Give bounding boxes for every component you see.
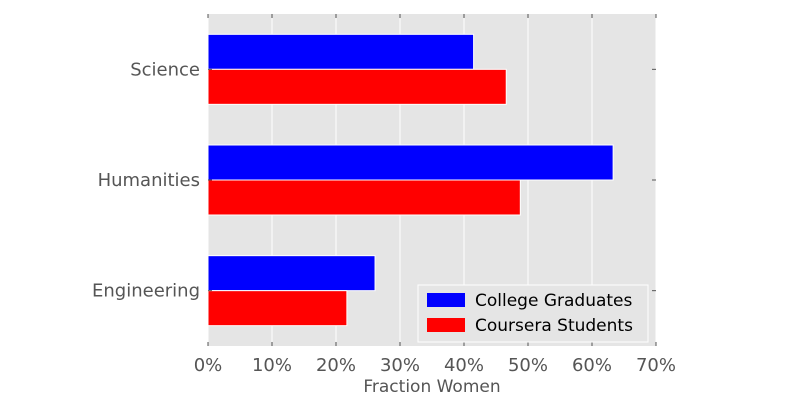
x-tick-label: 30% [380,355,420,376]
x-axis-title: Fraction Women [363,377,500,397]
legend-swatch [427,293,465,307]
legend-label: College Graduates [475,291,633,311]
legend-swatch [427,318,465,332]
x-tick-label: 60% [572,355,612,376]
legend: College Graduates Coursera Students [417,284,649,343]
x-tick-label: 0% [194,355,223,376]
bars [207,33,614,327]
legend-label: Coursera Students [475,316,633,336]
y-axis: Science Humanities Engineering [92,59,656,302]
x-tick-label: 40% [444,355,484,376]
bar-coursera-students-engineering [207,290,348,327]
y-tick-label: Science [130,59,200,80]
x-tick-label: 50% [508,355,548,376]
bar-college-graduates-engineering [207,255,376,292]
x-axis: 0% 10% 20% 30% 40% 50% 60% 70% [194,14,676,376]
x-tick-label: 20% [316,355,356,376]
x-tick-label: 70% [636,355,676,376]
bar-coursera-students-humanities [207,179,521,216]
y-tick-label: Engineering [92,281,200,302]
x-tick-label: 10% [252,355,292,376]
bar-college-graduates-science [207,33,475,70]
y-tick-label: Humanities [98,170,200,191]
bar-college-graduates-humanities [207,144,614,181]
bar-coursera-students-science [207,68,507,105]
